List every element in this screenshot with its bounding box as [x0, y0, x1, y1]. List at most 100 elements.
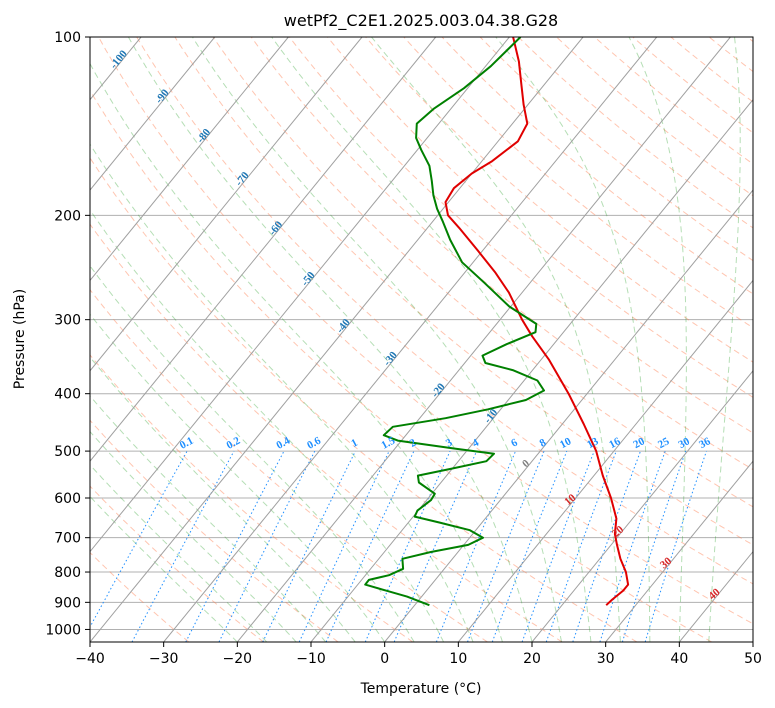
y-tick-label: 600: [54, 491, 81, 507]
dewpoint-profile: [364, 37, 545, 607]
mixing-ratio-line: [131, 450, 235, 642]
mixing-ratio-line: [218, 450, 316, 642]
mixing-ratio-label: 0.1: [178, 435, 196, 452]
y-axis-label: Pressure (hPa): [12, 289, 28, 389]
moist-adiabat-line: [127, 37, 533, 642]
isotherm-line: [90, 37, 584, 642]
x-tick-label: 0: [380, 651, 389, 667]
x-tick-label: 40: [670, 651, 688, 667]
x-tick-label: −20: [223, 651, 253, 667]
dry-adiabat-line: [288, 37, 753, 434]
moist-adiabat-line: [495, 37, 651, 642]
y-tick-label: 500: [54, 444, 81, 460]
dry-adiabat-line: [90, 157, 638, 642]
mixing-ratio-line: [572, 450, 641, 642]
isotherm-line: [384, 189, 753, 642]
moist-adiabat-line: [708, 37, 741, 642]
dry-adiabat-line: [212, 37, 753, 508]
dry-adiabat-line: [90, 419, 339, 642]
moist-adiabats: [90, 37, 741, 642]
dry-adiabat-line: [90, 288, 488, 642]
mixing-ratio-label: 2: [408, 436, 419, 449]
x-tick-label: 30: [597, 651, 615, 667]
moist-adiabat-line: [191, 37, 562, 642]
x-tick-label: 20: [523, 651, 541, 667]
dry-adiabat-line: [136, 37, 753, 585]
y-tick-label: 700: [54, 531, 81, 547]
isotherm-line: [457, 279, 753, 642]
moist-adiabat-line: [90, 356, 356, 642]
mixing-ratio-lines: [90, 450, 707, 642]
x-tick-label: 50: [744, 651, 762, 667]
mixing-ratio-label: 3: [444, 436, 455, 449]
dry-adiabat-line: [365, 37, 753, 363]
dry-adiabat-line: [326, 37, 753, 398]
isotherm-line: [163, 37, 658, 642]
moist-adiabat-line: [90, 495, 238, 642]
isotherm-line: [90, 37, 363, 372]
mixing-ratio-line: [521, 450, 595, 642]
isotherms: [90, 37, 753, 642]
moist-adiabat-line: [90, 62, 503, 642]
mixing-ratio-label: 1: [349, 437, 359, 450]
sounding-series: [364, 37, 630, 607]
x-tick-label: −30: [149, 651, 179, 667]
mixing-ratio-line: [545, 450, 617, 642]
mixing-ratio-line: [90, 450, 188, 628]
mixing-ratio-line: [435, 450, 517, 642]
y-tick-label: 400: [54, 387, 81, 403]
moist-adiabat-line: [90, 464, 268, 642]
moist-adiabat-line: [90, 265, 415, 642]
moist-adiabat-line: [271, 37, 592, 642]
isotherm-line: [236, 37, 731, 642]
isotherm-line: [605, 460, 753, 642]
plot-frame: [89, 36, 754, 643]
moist-adiabat-line: [628, 37, 687, 642]
x-tick-label: −40: [75, 651, 105, 667]
chart-title: wetPf2_C2E1.2025.003.04.38.G28: [284, 11, 558, 31]
dry-adiabat-line: [98, 37, 753, 625]
mixing-ratio-label: 6: [509, 436, 520, 449]
x-axis: −40 −30 −20 −10 0 10 20 30 40 50: [75, 642, 762, 667]
mixing-ratio-line: [364, 450, 451, 642]
plot-area: -100-90-80-70-60-50-40-30-20-100.1 0.2 0.4…: [90, 37, 753, 642]
mixing-ratio-label: 0.4: [274, 435, 292, 452]
mixing-ratio-line: [491, 450, 568, 642]
x-tick-label: −10: [296, 651, 326, 667]
x-tick-label: 10: [449, 651, 467, 667]
mixing-ratio-label: 1.5: [379, 435, 397, 452]
mixing-ratio-line: [644, 450, 707, 642]
y-tick-label: 300: [54, 313, 81, 329]
mixing-ratio-label: 4: [470, 436, 481, 449]
dry-adiabat-line: [90, 223, 563, 642]
isotherm-line: [531, 370, 753, 642]
y-tick-label: 900: [54, 595, 81, 611]
mixing-ratio-label: 8: [538, 436, 549, 449]
y-tick-label: 800: [54, 565, 81, 581]
x-axis-label: Temperature (°C): [360, 681, 482, 697]
y-tick-label: 200: [54, 208, 81, 224]
mixing-ratio-label: 0.6: [305, 434, 323, 451]
mixing-ratio-line: [393, 450, 478, 642]
y-tick-label: 100: [54, 30, 81, 46]
isotherm-line: [90, 37, 289, 282]
isotherm-line: [90, 37, 510, 553]
dry-adiabat-line: [174, 37, 753, 546]
moist-adiabat-line: [371, 37, 621, 642]
mixing-ratio-line: [621, 450, 687, 642]
moist-adiabat-line: [90, 313, 386, 642]
moist-adiabat-line: [90, 209, 445, 642]
moist-adiabat-line: [90, 143, 474, 642]
temperature-profile: [444, 37, 630, 606]
dry-adiabats: [90, 37, 753, 642]
isotherm-line: [310, 98, 753, 642]
mixing-ratio-line: [599, 450, 666, 642]
dry-adiabat-line: [90, 551, 190, 642]
mixing-ratio-line: [467, 450, 545, 642]
isotherm-line: [90, 37, 437, 463]
mixing-ratio-label: 0.2: [224, 434, 242, 451]
y-axis: 1000 900 800 700 600 500 400 300 200 100: [45, 30, 90, 638]
isotherm-line: [90, 37, 216, 191]
y-tick-label: 1000: [45, 622, 81, 638]
